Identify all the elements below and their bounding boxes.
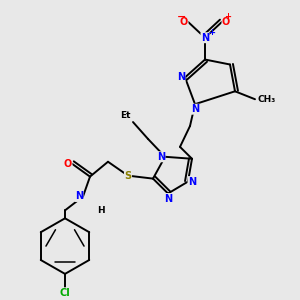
Text: +: + <box>208 28 215 37</box>
Text: N: N <box>177 72 185 82</box>
Text: Et: Et <box>121 111 131 120</box>
Text: O: O <box>180 17 188 27</box>
Text: CH₃: CH₃ <box>257 95 275 104</box>
Text: N: N <box>164 194 172 203</box>
Text: N: N <box>157 152 165 162</box>
Text: O: O <box>64 159 72 169</box>
Text: Cl: Cl <box>60 288 70 298</box>
Text: N: N <box>191 104 199 114</box>
Text: S: S <box>124 171 132 181</box>
Text: −: − <box>177 12 187 22</box>
Text: +: + <box>224 12 232 21</box>
Text: O: O <box>222 17 230 27</box>
Text: N: N <box>188 177 196 187</box>
Text: H: H <box>97 206 105 215</box>
Text: N: N <box>201 33 209 43</box>
Text: N: N <box>75 191 83 202</box>
